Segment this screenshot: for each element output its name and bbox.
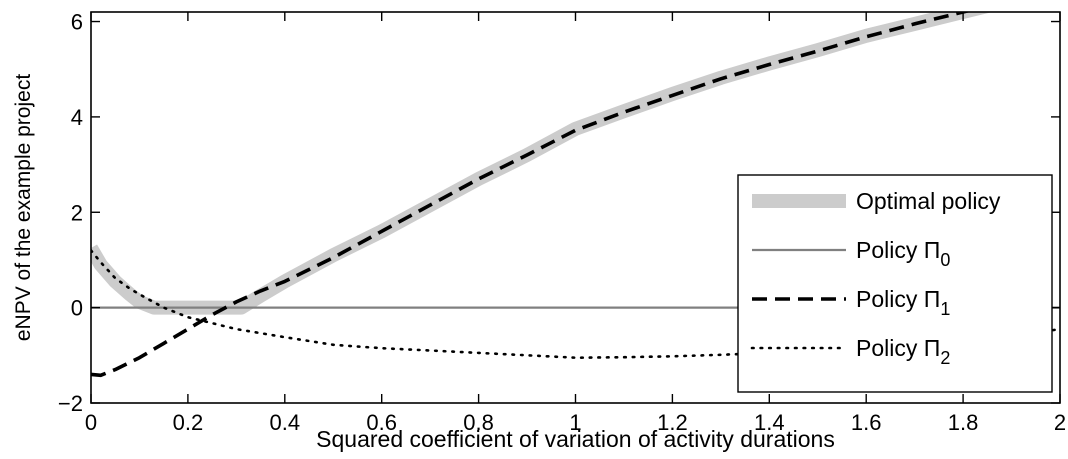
y-tick-label: 4 <box>71 105 83 130</box>
x-tick-label: 1.8 <box>948 410 979 435</box>
legend-label-3: Policy Π2 <box>856 335 950 368</box>
y-tick-label: 0 <box>71 296 83 321</box>
x-tick-label: 2 <box>1054 410 1066 435</box>
legend-label-1: Policy Π0 <box>856 237 950 270</box>
y-tick-label: 6 <box>71 10 83 35</box>
legend-label-0: Optimal policy <box>856 188 1001 214</box>
y-tick-label: −2 <box>58 391 83 416</box>
y-axis-label: eNPV of the example project <box>12 74 35 341</box>
legend-label-main: Policy Π <box>856 237 940 263</box>
legend-label-2: Policy Π1 <box>856 286 950 319</box>
legend-box <box>737 174 1053 393</box>
legend-label-subscript: 0 <box>940 250 950 270</box>
x-tick-label: 0.6 <box>366 410 397 435</box>
x-tick-label: 1.2 <box>657 410 688 435</box>
series-line-2 <box>91 12 971 378</box>
x-tick-label: 1.4 <box>754 410 785 435</box>
x-tick-label: 0.2 <box>173 410 204 435</box>
legend-label-main: Policy Π <box>856 286 940 312</box>
legend-label-subscript: 2 <box>940 348 950 368</box>
x-tick-label: 0 <box>85 410 97 435</box>
x-tick-label: 1.6 <box>851 410 882 435</box>
legend-label-main: Policy Π <box>856 335 940 361</box>
x-tick-label: 0.8 <box>463 410 494 435</box>
x-axis-label: Squared coefficient of variation of acti… <box>316 426 835 452</box>
y-tick-label: 2 <box>71 200 83 225</box>
legend-label-subscript: 1 <box>940 299 950 319</box>
x-tick-label: 0.4 <box>270 410 301 435</box>
x-tick-label: 1 <box>569 410 581 435</box>
